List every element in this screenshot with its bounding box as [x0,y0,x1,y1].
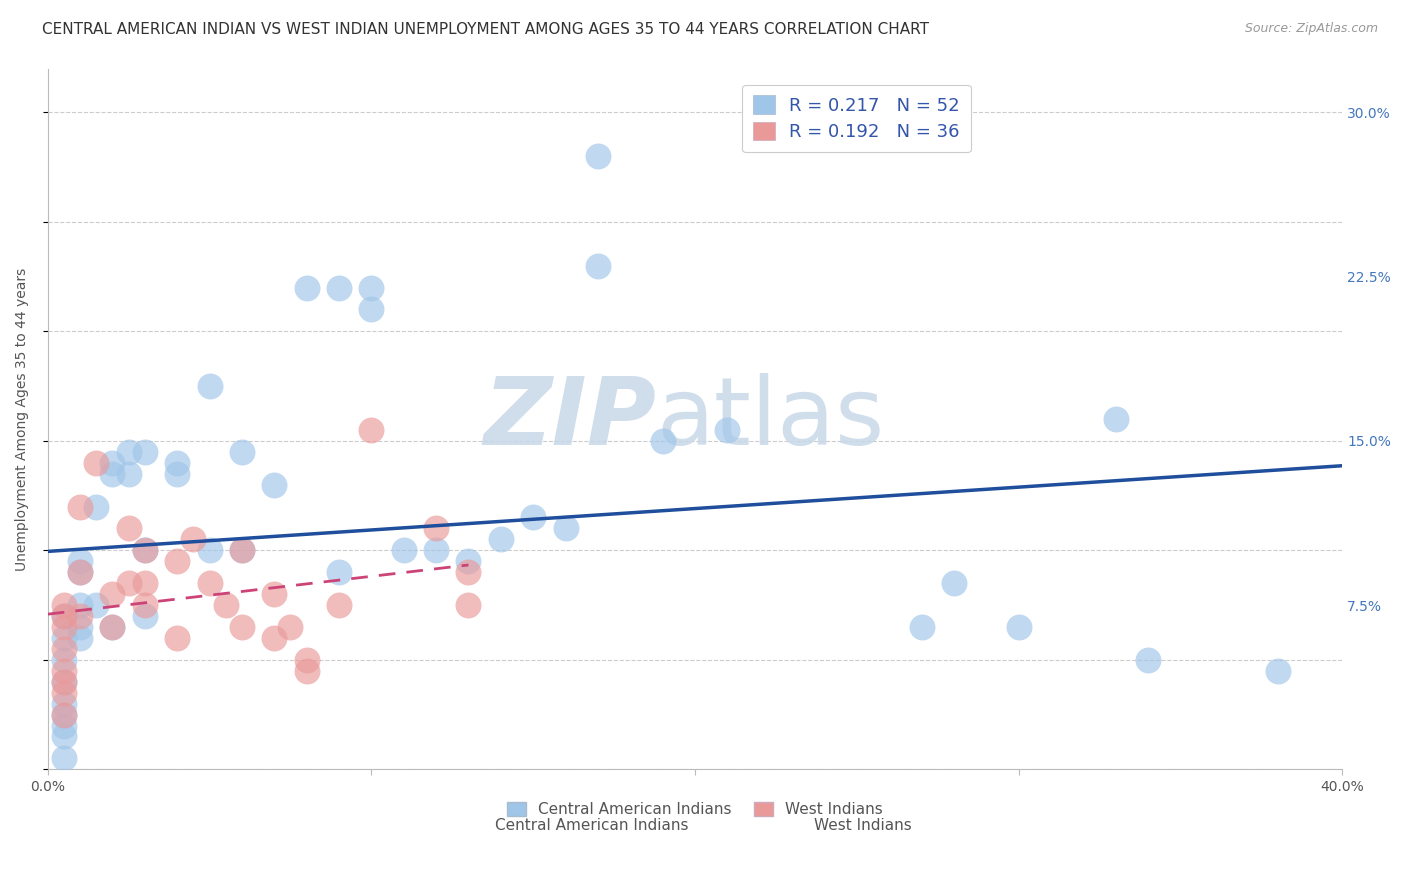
Point [101,620,124,634]
Point [295,280,318,294]
Point [231,620,253,634]
Point [554,521,576,535]
Point [231,543,253,558]
Point [295,664,318,678]
Point [52,674,75,689]
Point [134,444,156,458]
Point [52,751,75,765]
Point [52,707,75,722]
Point [183,533,205,547]
Point [166,631,188,645]
Point [118,576,141,591]
Point [360,302,382,317]
Point [1105,412,1128,426]
Point [166,456,188,470]
Point [101,587,124,601]
Point [69,566,91,580]
Point [328,280,350,294]
Point [215,598,238,612]
Point [134,543,156,558]
Point [522,510,544,524]
Point [716,423,738,437]
Point [52,730,75,744]
Point [166,554,188,568]
Point [198,379,221,393]
Point [360,280,382,294]
Point [52,707,75,722]
Point [392,543,415,558]
Y-axis label: Unemployment Among Ages 35 to 44 years: Unemployment Among Ages 35 to 44 years [15,268,30,571]
Point [84,500,107,514]
Point [425,521,447,535]
Point [52,609,75,624]
Point [263,587,285,601]
Point [69,631,91,645]
Point [1007,620,1029,634]
Point [69,609,91,624]
Point [586,259,609,273]
Point [69,620,91,634]
Point [166,467,188,481]
Point [134,609,156,624]
Point [52,620,75,634]
Text: CENTRAL AMERICAN INDIAN VS WEST INDIAN UNEMPLOYMENT AMONG AGES 35 TO 44 YEARS CO: CENTRAL AMERICAN INDIAN VS WEST INDIAN U… [42,22,929,37]
Point [457,554,479,568]
Point [231,444,253,458]
Point [198,576,221,591]
Point [52,697,75,711]
Point [134,576,156,591]
Point [231,543,253,558]
Point [52,664,75,678]
Point [198,543,221,558]
Legend: Central American Indians, West Indians: Central American Indians, West Indians [499,795,890,825]
Text: Central American Indians: Central American Indians [495,818,688,833]
Point [101,620,124,634]
Point [69,598,91,612]
Point [118,521,141,535]
Point [295,653,318,667]
Point [52,718,75,732]
Point [1267,664,1289,678]
Point [101,456,124,470]
Point [586,149,609,163]
Point [52,641,75,656]
Point [457,566,479,580]
Point [84,456,107,470]
Point [263,477,285,491]
Point [360,423,382,437]
Point [489,533,512,547]
Text: Source: ZipAtlas.com: Source: ZipAtlas.com [1244,22,1378,36]
Text: West Indians: West Indians [814,818,912,833]
Point [280,620,302,634]
Point [134,543,156,558]
Point [69,500,91,514]
Text: ZIP: ZIP [484,373,657,465]
Point [52,609,75,624]
Point [69,554,91,568]
Point [910,620,932,634]
Point [942,576,965,591]
Point [69,566,91,580]
Point [457,598,479,612]
Text: atlas: atlas [657,373,884,465]
Point [118,467,141,481]
Point [118,444,141,458]
Point [328,598,350,612]
Point [328,566,350,580]
Point [1137,653,1160,667]
Point [52,674,75,689]
Point [651,434,673,448]
Point [425,543,447,558]
Point [52,653,75,667]
Point [134,598,156,612]
Point [52,686,75,700]
Point [263,631,285,645]
Point [52,631,75,645]
Point [52,598,75,612]
Point [84,598,107,612]
Point [101,467,124,481]
